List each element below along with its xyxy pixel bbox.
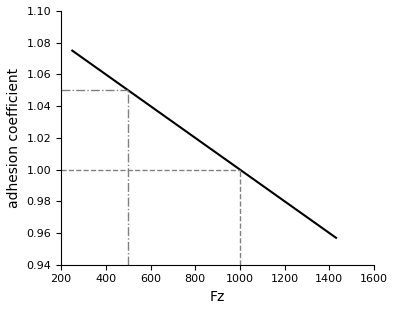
X-axis label: Fz: Fz	[210, 290, 225, 304]
Y-axis label: adhesion coefficient: adhesion coefficient	[7, 68, 21, 208]
